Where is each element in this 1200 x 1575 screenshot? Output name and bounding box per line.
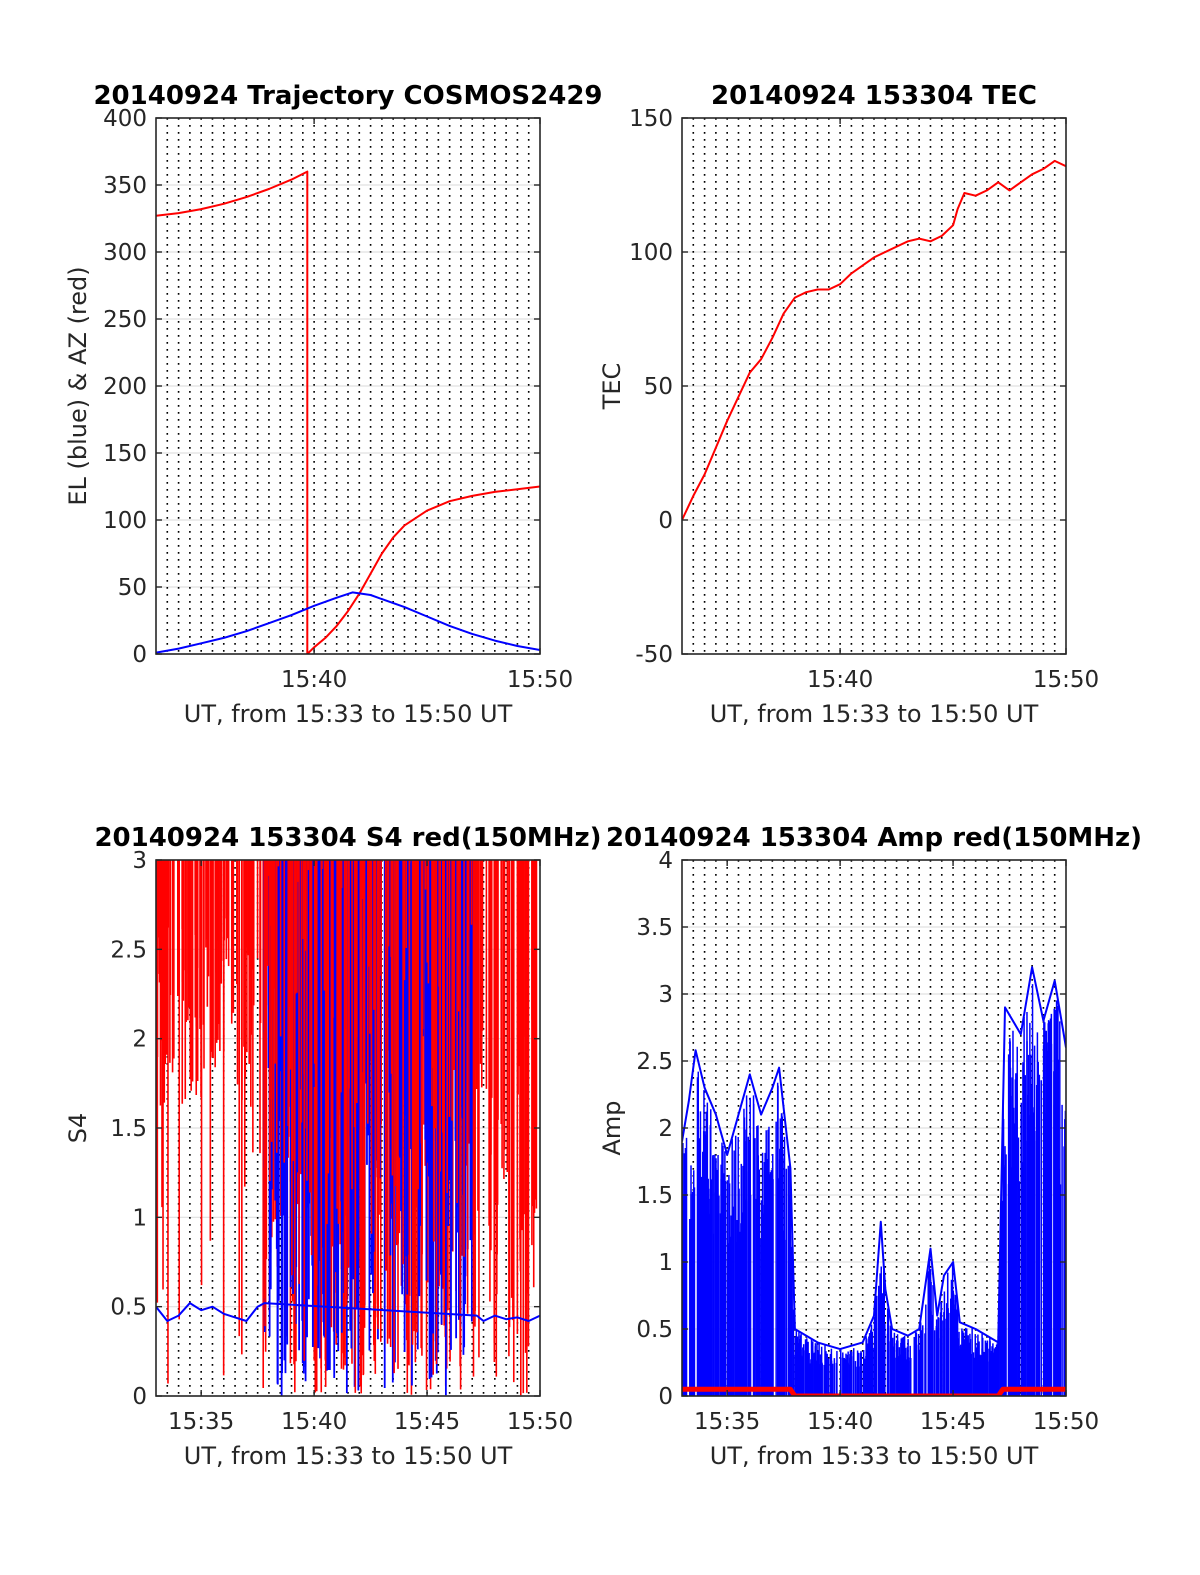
y-tick-label: 300: [103, 240, 147, 266]
y-tick-label: 0: [658, 508, 673, 534]
y-tick-label: 3: [658, 982, 673, 1008]
x-tick-label: 15:40: [807, 1409, 873, 1435]
y-tick-label: 250: [103, 307, 147, 333]
y-tick-label: 2.5: [110, 937, 147, 963]
y-axis-label: TEC: [598, 363, 626, 411]
y-tick-label: 3: [132, 848, 147, 874]
y-tick-label: 400: [103, 106, 147, 132]
x-tick-label: 15:40: [281, 667, 347, 693]
x-axis-label: UT, from 15:33 to 15:50 UT: [710, 1442, 1039, 1470]
y-tick-label: 0: [658, 1384, 673, 1410]
y-tick-label: 2: [132, 1027, 147, 1053]
chart-title: 20140924 Trajectory COSMOS2429: [93, 81, 602, 111]
y-tick-label: 100: [103, 508, 147, 534]
chart-title: 20140924 153304 TEC: [711, 81, 1037, 111]
x-tick-label: 15:35: [168, 1409, 234, 1435]
y-tick-label: 4: [658, 848, 673, 874]
y-tick-label: 0.5: [110, 1295, 147, 1321]
x-tick-label: 15:45: [920, 1409, 986, 1435]
chart-3: 0 0.5 1 1.5 2 2.5 3 15:35 15:40 15:45 15:50 2014092…: [64, 823, 602, 1470]
y-axis-label: EL (blue) & AZ (red): [64, 266, 92, 505]
x-tick-label: 15:50: [507, 667, 573, 693]
x-tick-label: 15:50: [507, 1409, 573, 1435]
chart-title: 20140924 153304 S4 red(150MHz): [94, 823, 601, 853]
chart-title: 20140924 153304 Amp red(150MHz): [606, 823, 1142, 853]
y-tick-label: 350: [103, 173, 147, 199]
y-tick-label: 1.5: [636, 1183, 673, 1209]
chart-1: 0 50 100 150 200 250 300 350 400 15:40 15:50 201409…: [64, 81, 603, 728]
plot-area: [156, 860, 540, 1396]
x-tick-label: 15:45: [394, 1409, 460, 1435]
y-axis-label: S4: [64, 1113, 92, 1144]
y-tick-label: 50: [118, 575, 147, 601]
series-line-2: [682, 1386, 1066, 1396]
x-axis-label: UT, from 15:33 to 15:50 UT: [184, 1442, 513, 1470]
x-tick-label: 15:40: [281, 1409, 347, 1435]
x-tick-label: 15:40: [807, 667, 873, 693]
y-axis-label: Amp: [598, 1100, 626, 1155]
x-tick-label: 15:35: [694, 1409, 760, 1435]
x-tick-label: 15:50: [1033, 667, 1099, 693]
y-tick-label: -50: [635, 642, 673, 668]
y-tick-label: 150: [103, 441, 147, 467]
chart-4: 0 0.5 1 1.5 2 2.5 3 3.5 4 15:35 15:40 15:45 15:50 201…: [598, 823, 1142, 1470]
y-tick-label: 100: [629, 240, 673, 266]
chart-2: -50 0 50 100 150 15:40 15:50 20140924 153304 TE…: [598, 81, 1099, 728]
x-axis-label: UT, from 15:33 to 15:50 UT: [184, 700, 513, 728]
plot-area: [682, 159, 1066, 521]
x-tick-label: 15:50: [1033, 1409, 1099, 1435]
plot-area: [682, 966, 1066, 1396]
y-tick-label: 1.5: [110, 1116, 147, 1142]
series-line-1: [156, 1302, 540, 1322]
y-tick-label: 2: [658, 1116, 673, 1142]
y-tick-label: 200: [103, 374, 147, 400]
y-tick-label: 0: [132, 1384, 147, 1410]
y-tick-label: 0: [132, 642, 147, 668]
y-tick-label: 3.5: [636, 915, 673, 941]
y-tick-label: 1: [658, 1250, 673, 1276]
series-line-1: [156, 170, 540, 654]
plot-area: [156, 170, 540, 654]
y-tick-label: 2.5: [636, 1049, 673, 1075]
series-line-2: [156, 591, 540, 654]
x-axis-label: UT, from 15:33 to 15:50 UT: [710, 700, 1039, 728]
y-tick-label: 150: [629, 106, 673, 132]
y-tick-label: 0.5: [636, 1317, 673, 1343]
y-tick-label: 1: [132, 1205, 147, 1231]
y-tick-label: 50: [644, 374, 673, 400]
series-line-1: [682, 159, 1066, 521]
series-line-1: [682, 966, 1066, 1351]
